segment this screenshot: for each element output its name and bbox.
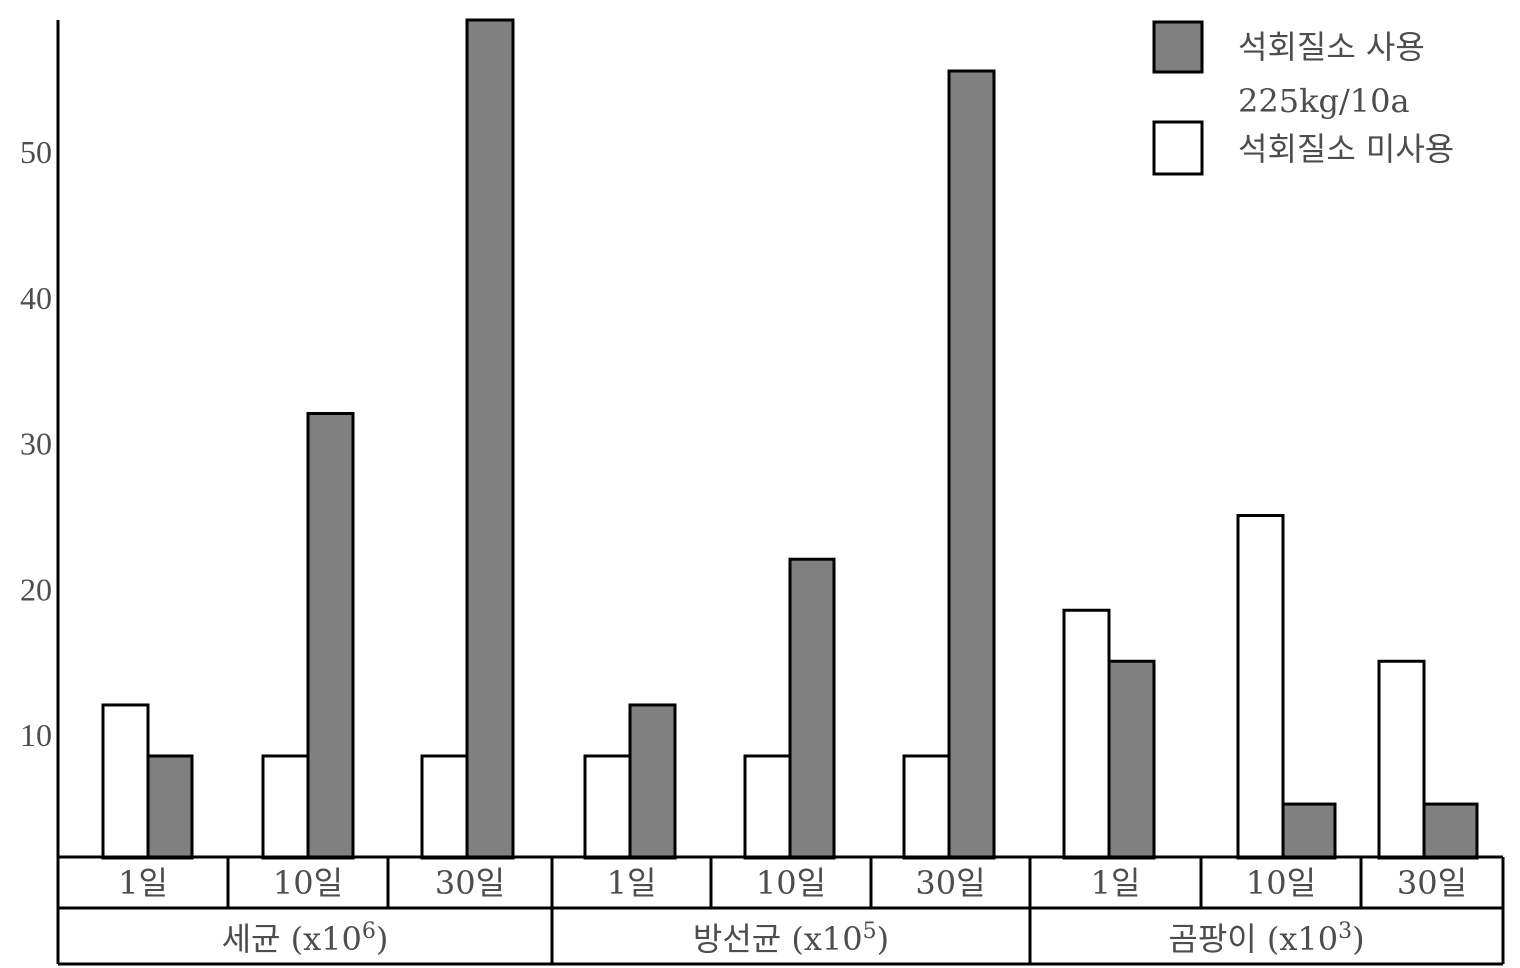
bar-without-lime	[1377, 659, 1426, 860]
bar-without-lime	[1236, 514, 1285, 860]
group-label: 곰팡이 (x103)	[1168, 919, 1364, 958]
x-tick-label: 10일	[273, 864, 343, 902]
x-tick-label: 30일	[1397, 864, 1467, 902]
legend-label-without-lime: 석회질소 미사용	[1238, 130, 1454, 168]
bar-with-lime	[306, 411, 355, 860]
legend-swatch-without-lime	[1152, 120, 1204, 176]
legend-label-with-lime-rate: 225kg/10a	[1238, 82, 1410, 120]
bar-without-lime	[261, 754, 310, 860]
group-label: 방선균 (x105)	[693, 919, 889, 958]
y-tick-label: 50	[20, 134, 52, 170]
x-tick-label: 30일	[915, 864, 985, 902]
bar-without-lime	[101, 703, 150, 860]
bar-without-lime	[743, 754, 792, 860]
bar-without-lime	[583, 754, 632, 860]
x-tick-label: 1일	[607, 864, 657, 902]
legend-label-with-lime: 석회질소 사용	[1238, 28, 1425, 66]
x-tick-label: 1일	[118, 864, 168, 902]
group-label: 세균 (x106)	[222, 919, 389, 958]
y-tick-label: 10	[20, 717, 52, 753]
bar-with-lime	[1422, 802, 1479, 860]
y-tick-labels: 10 20 30 40 50	[20, 134, 52, 753]
x-tick-label: 10일	[1246, 864, 1316, 902]
bar-with-lime	[1107, 659, 1156, 860]
legend-swatch-with-lime	[1152, 20, 1204, 74]
y-tick-label: 20	[20, 571, 52, 607]
bar-without-lime	[902, 754, 951, 860]
bar-with-lime	[947, 69, 996, 860]
y-tick-label: 30	[20, 426, 52, 462]
x-tick-label: 1일	[1091, 864, 1141, 902]
bar-with-lime	[1281, 802, 1337, 860]
bar-with-lime	[628, 703, 677, 860]
x-tick-label: 30일	[435, 864, 505, 902]
bar-without-lime	[420, 754, 469, 860]
bar-with-lime	[788, 557, 836, 860]
x-tick-label: 10일	[756, 864, 826, 902]
bar-with-lime	[465, 18, 515, 860]
bar-with-lime	[146, 754, 194, 860]
bar-without-lime	[1062, 608, 1111, 860]
y-tick-label: 40	[20, 280, 52, 316]
legend: 석회질소 사용 225kg/10a 석회질소 미사용	[1152, 20, 1454, 176]
